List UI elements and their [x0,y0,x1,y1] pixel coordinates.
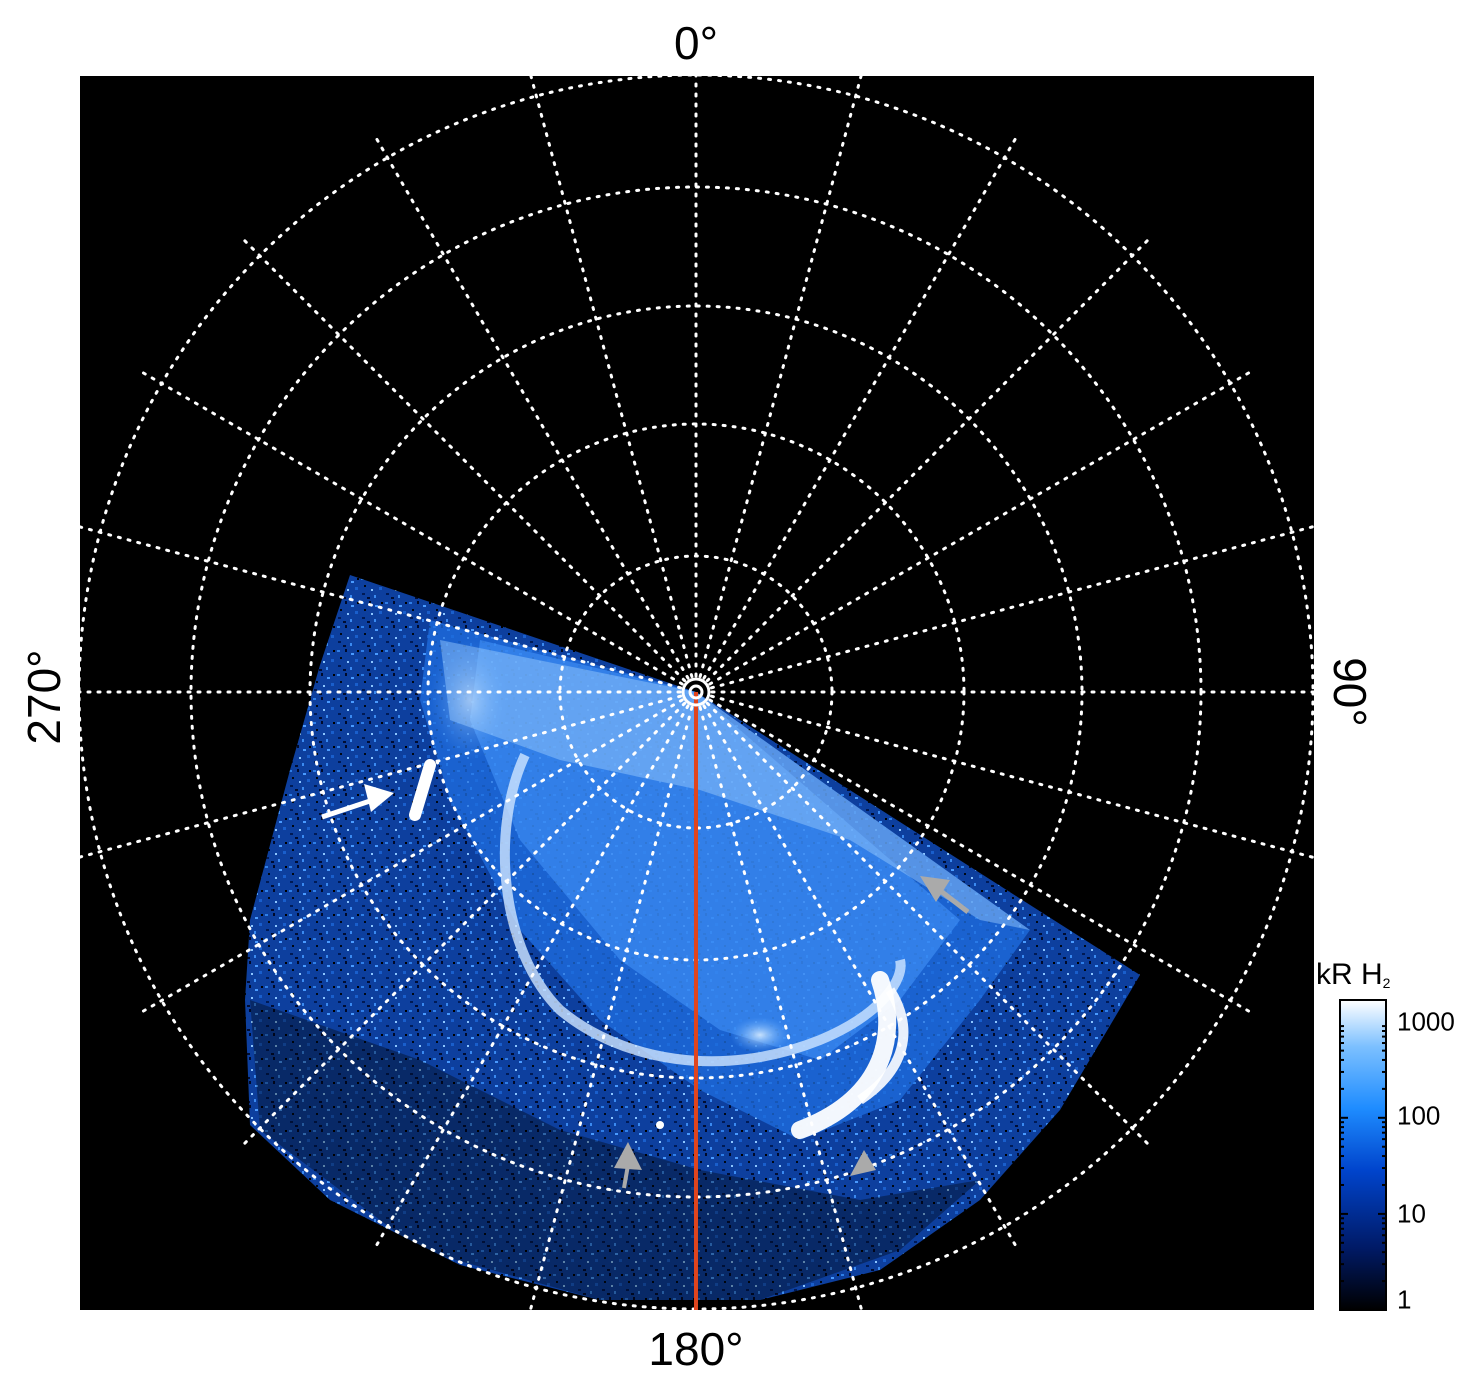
colorbar [1339,999,1387,1311]
colorbar-title-subscript: 2 [1382,975,1391,991]
gray-arrow-right [920,876,970,914]
meridian-line-135 [705,701,1151,1147]
meridian-line-15 [698,76,863,679]
meridian-line-345 [529,76,694,679]
meridian-line-240 [140,698,684,1014]
meridian-line-75 [709,524,1314,690]
azimuth-label-0: 0° [674,17,718,69]
meridian-line-195 [528,705,694,1310]
meridian-line-105 [709,694,1314,860]
meridian-line-315 [241,237,687,683]
colorbar-tick-label-10: 10 [1397,1198,1426,1229]
gray-arrow-bottom-right [850,1150,876,1176]
azimuth-label-90: 90° [1324,657,1376,727]
gray-arrow-bottom [614,1142,642,1189]
meridian-line-330 [374,136,690,680]
meridian-line-300 [140,370,684,686]
white-arrow-left [321,784,394,820]
meridian-line-150 [702,704,1018,1248]
meridian-line-60 [708,370,1252,686]
pole-marker-inner [688,684,704,700]
meridian-line-45 [705,237,1151,683]
meridian-line-165 [698,705,864,1310]
colorbar-tick-label-100: 100 [1397,1100,1441,1131]
meridian-line-30 [702,136,1018,680]
pole-marker-outer [681,677,711,707]
colorbar-title: kR H2 [1316,958,1390,992]
colorbar-tick-label-1: 1 [1397,1284,1412,1315]
meridian-line-210 [374,704,690,1248]
azimuth-label-270: 270° [18,649,70,745]
colorbar-title-main: kR H [1316,958,1383,991]
azimuth-label-180: 180° [648,1323,744,1375]
colorbar-ticks [1340,1025,1386,1311]
meridian-line-225 [241,701,687,1147]
meridian-line-255 [80,694,683,859]
meridian-line-285 [80,525,683,690]
meridian-line-120 [708,698,1252,1014]
colorbar-tick-label-1000: 1000 [1397,1006,1455,1037]
